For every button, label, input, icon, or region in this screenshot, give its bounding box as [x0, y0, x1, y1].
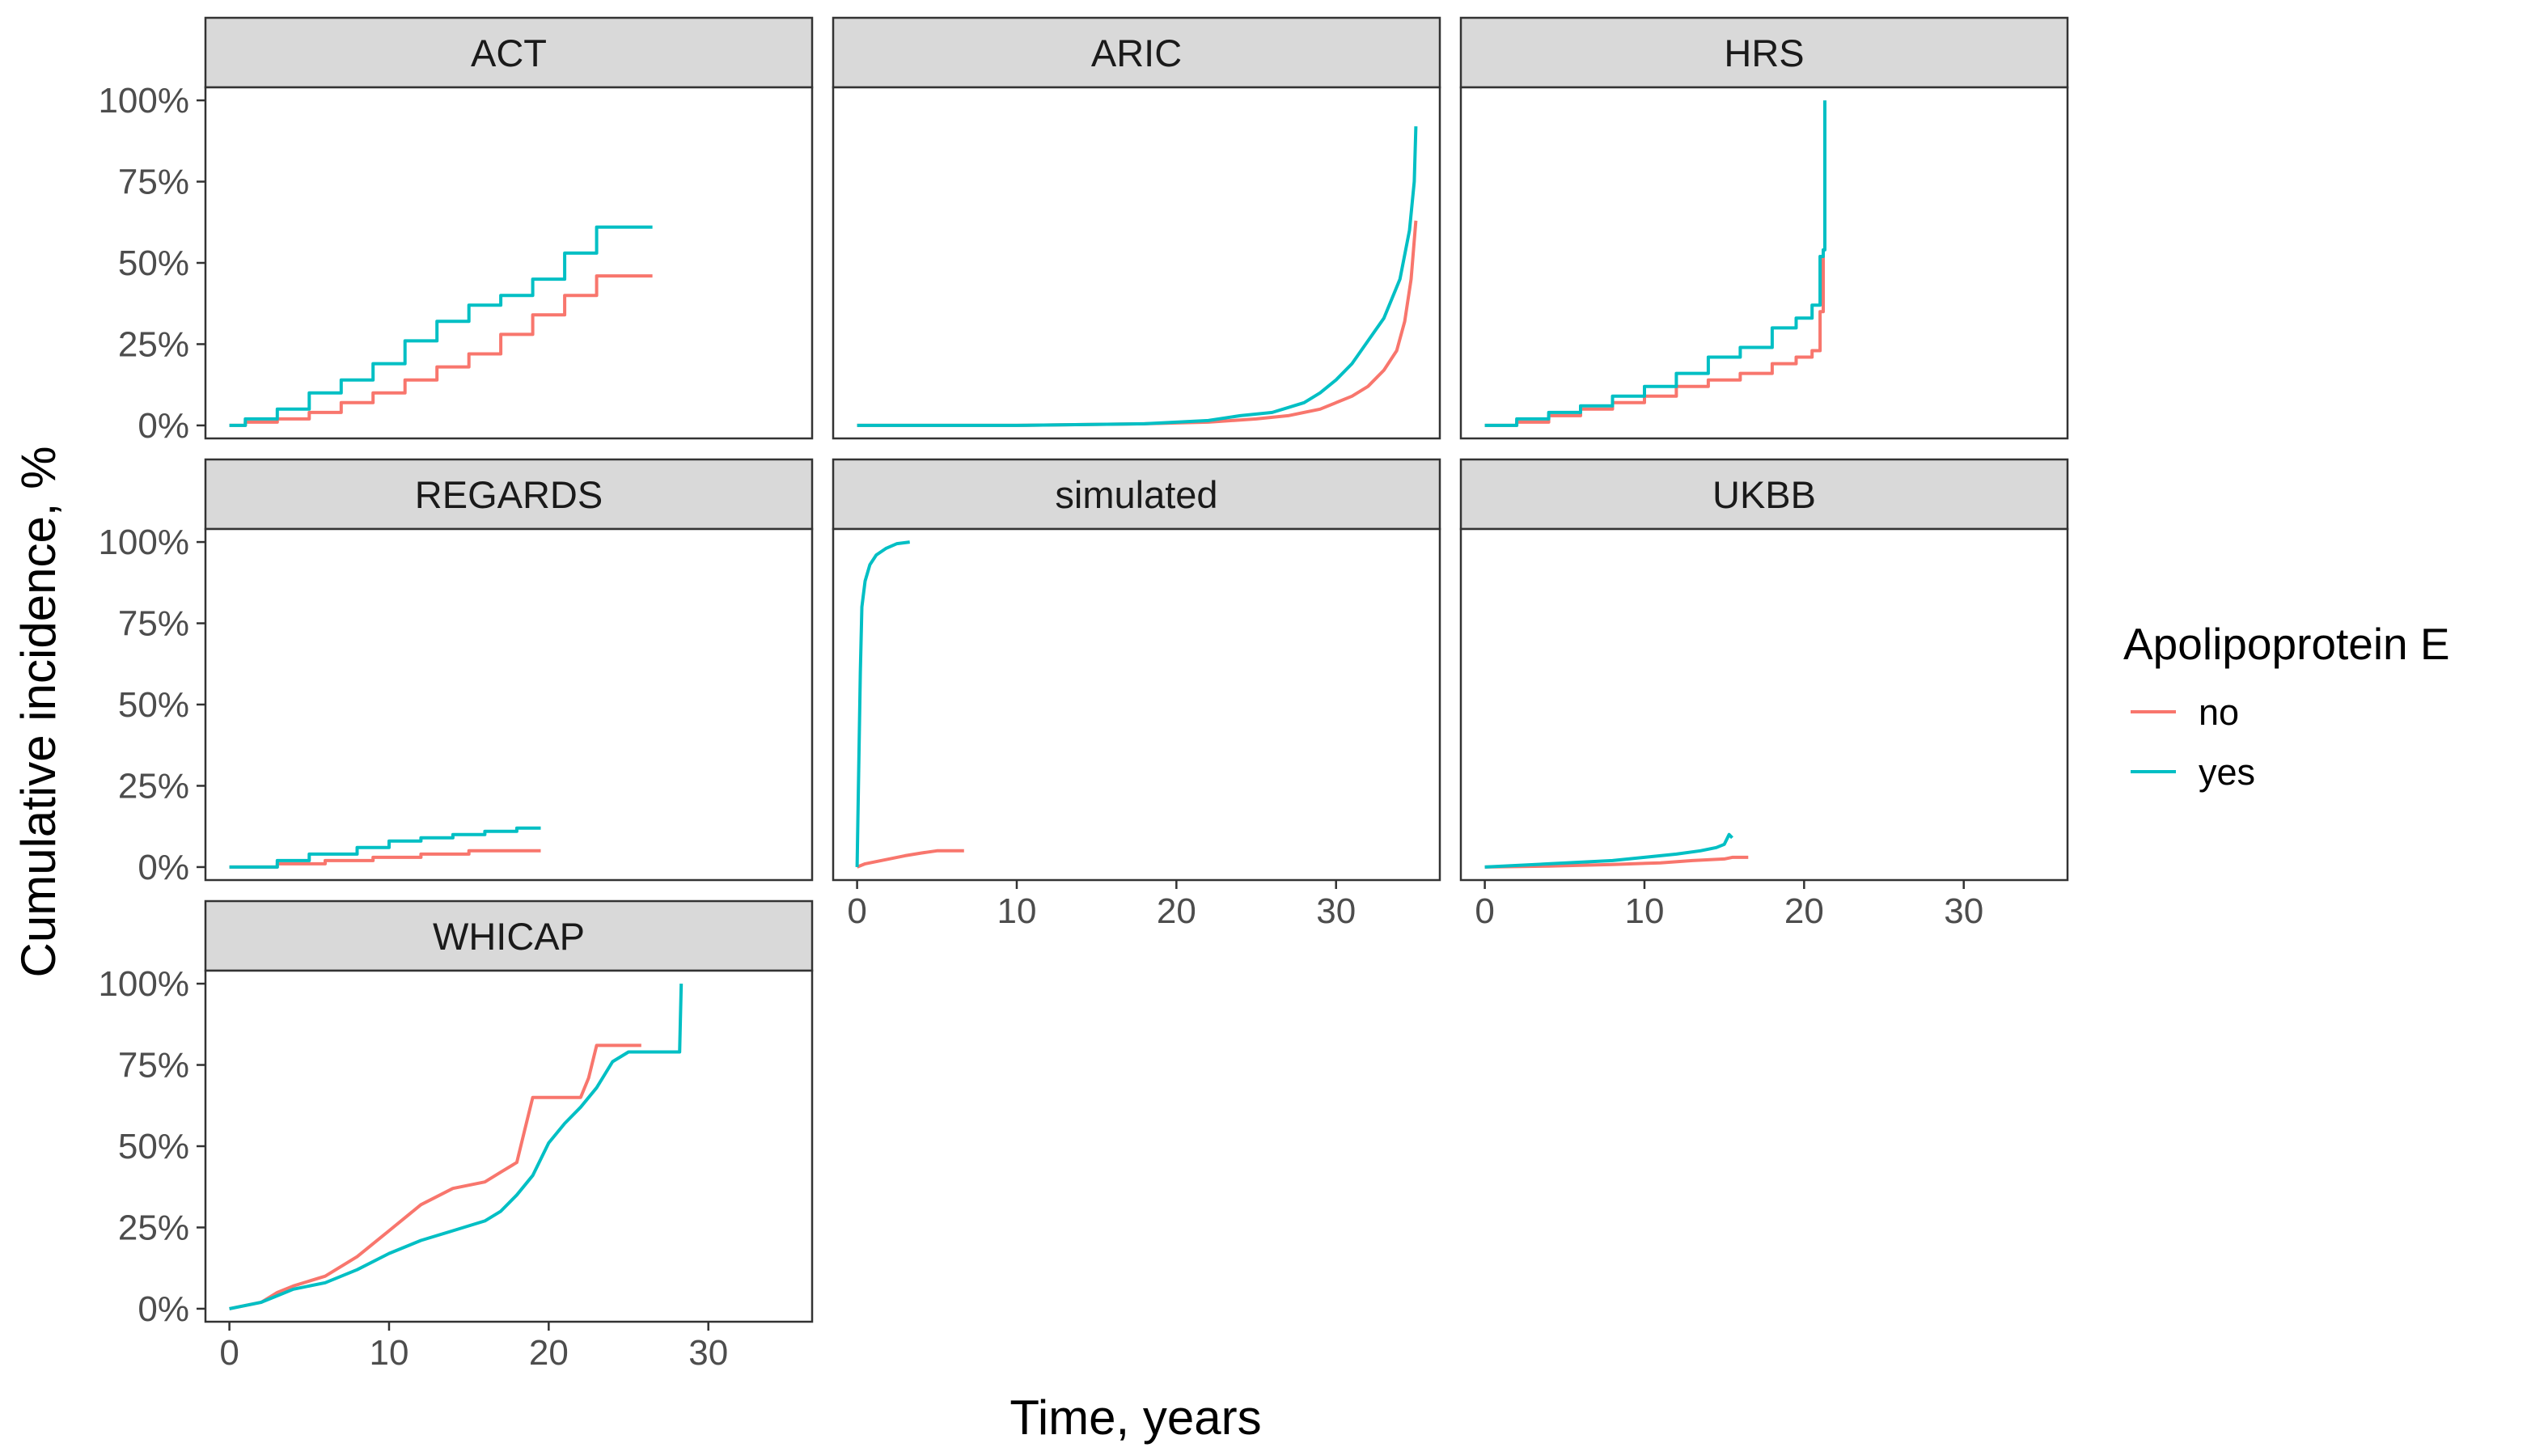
- y-tick-label: 75%: [118, 163, 189, 202]
- series-line-yes-aric: [857, 126, 1418, 427]
- series-line-no-act: [229, 274, 653, 427]
- y-tick-label: 25%: [118, 324, 189, 364]
- x-tick-label: 20: [529, 1333, 569, 1373]
- x-tick-label: 30: [1944, 891, 1983, 931]
- series-line-no-simulated: [856, 849, 964, 869]
- series-line-yes-regards: [229, 826, 541, 869]
- y-tick-label: 100%: [98, 81, 189, 121]
- plot-area-whicap: [204, 969, 814, 1323]
- legend-title: Apolipoprotein E: [2123, 619, 2450, 669]
- strip-ukbb: [1459, 458, 2069, 531]
- series-line-no-hrs: [1484, 249, 1825, 427]
- legend-label-no: no: [2199, 692, 2239, 733]
- strip-label-regards: REGARDS: [415, 473, 603, 516]
- x-tick-label: 20: [1784, 891, 1824, 931]
- y-tick-label: 50%: [118, 243, 189, 283]
- strip-hrs: [1459, 16, 2069, 89]
- legend-entries: no yes: [2131, 692, 2255, 793]
- strip-label-act: ACT: [471, 32, 547, 74]
- series-line-yes-hrs: [1484, 100, 1826, 427]
- series-line-no-whicap: [229, 1043, 641, 1310]
- plot-area-act: [204, 86, 814, 440]
- panel-aric: ARIC: [832, 16, 1441, 440]
- y-tick-label: 50%: [118, 1127, 189, 1166]
- x-tick-label: 0: [847, 891, 866, 931]
- x-tick-label: 10: [369, 1333, 408, 1373]
- x-tick-label: 30: [688, 1333, 728, 1373]
- strip-label-aric: ARIC: [1091, 32, 1182, 74]
- y-axis-title: Cumulative incidence, %: [11, 447, 66, 978]
- x-tick-label: 20: [1157, 891, 1196, 931]
- x-tick-label: 30: [1316, 891, 1356, 931]
- plot-area-hrs: [1459, 86, 2069, 440]
- y-tick-label: 75%: [118, 604, 189, 644]
- y-tick-label: 0%: [138, 406, 189, 446]
- panel-simulated: simulated: [832, 458, 1441, 882]
- y-tick-label: 50%: [118, 685, 189, 725]
- x-axes: 0 10 20 30 0 10 20 30 0 10 20 30: [219, 880, 1983, 1373]
- series-line-yes-ukbb: [1484, 832, 1733, 869]
- legend: Apolipoprotein E no yes: [2123, 619, 2450, 793]
- series-line-no-ukbb: [1484, 855, 1749, 869]
- y-tick-label: 0%: [138, 848, 189, 887]
- panel-ukbb: UKBB: [1459, 458, 2069, 882]
- panel-hrs: HRS: [1459, 16, 2069, 440]
- series-line-yes-act: [229, 225, 653, 427]
- panel-act: ACT 0% 25% 50% 75% 100%: [98, 16, 814, 446]
- strip-act: [204, 16, 814, 89]
- x-tick-label: 10: [997, 891, 1036, 931]
- plot-area-ukbb: [1459, 527, 2069, 882]
- panel-whicap: WHICAP 0% 25% 50% 75% 100%: [98, 899, 814, 1329]
- x-tick-label: 10: [1624, 891, 1664, 931]
- x-tick-label: 0: [219, 1333, 239, 1373]
- series-line-yes-simulated: [855, 540, 910, 867]
- panel-regards: REGARDS 0% 25% 50% 75% 100%: [98, 458, 814, 887]
- strip-simulated: [832, 458, 1441, 531]
- strip-label-hrs: HRS: [1724, 32, 1804, 74]
- strip-label-whicap: WHICAP: [433, 915, 585, 958]
- y-tick-label: 100%: [98, 523, 189, 562]
- strip-label-ukbb: UKBB: [1712, 473, 1816, 516]
- y-tick-label: 0%: [138, 1289, 189, 1329]
- legend-label-yes: yes: [2199, 751, 2255, 793]
- x-axis-title: Time, years: [1009, 1390, 1261, 1445]
- plot-area-aric: [832, 86, 1441, 440]
- plot-area-simulated: [832, 527, 1441, 882]
- y-tick-label: 25%: [118, 1208, 189, 1247]
- plot-area-regards: [204, 527, 814, 882]
- y-tick-label: 75%: [118, 1046, 189, 1086]
- series-line-yes-whicap: [229, 984, 684, 1310]
- strip-label-simulated: simulated: [1055, 473, 1217, 516]
- x-tick-label: 0: [1475, 891, 1494, 931]
- y-tick-label: 100%: [98, 964, 189, 1004]
- y-tick-label: 25%: [118, 766, 189, 806]
